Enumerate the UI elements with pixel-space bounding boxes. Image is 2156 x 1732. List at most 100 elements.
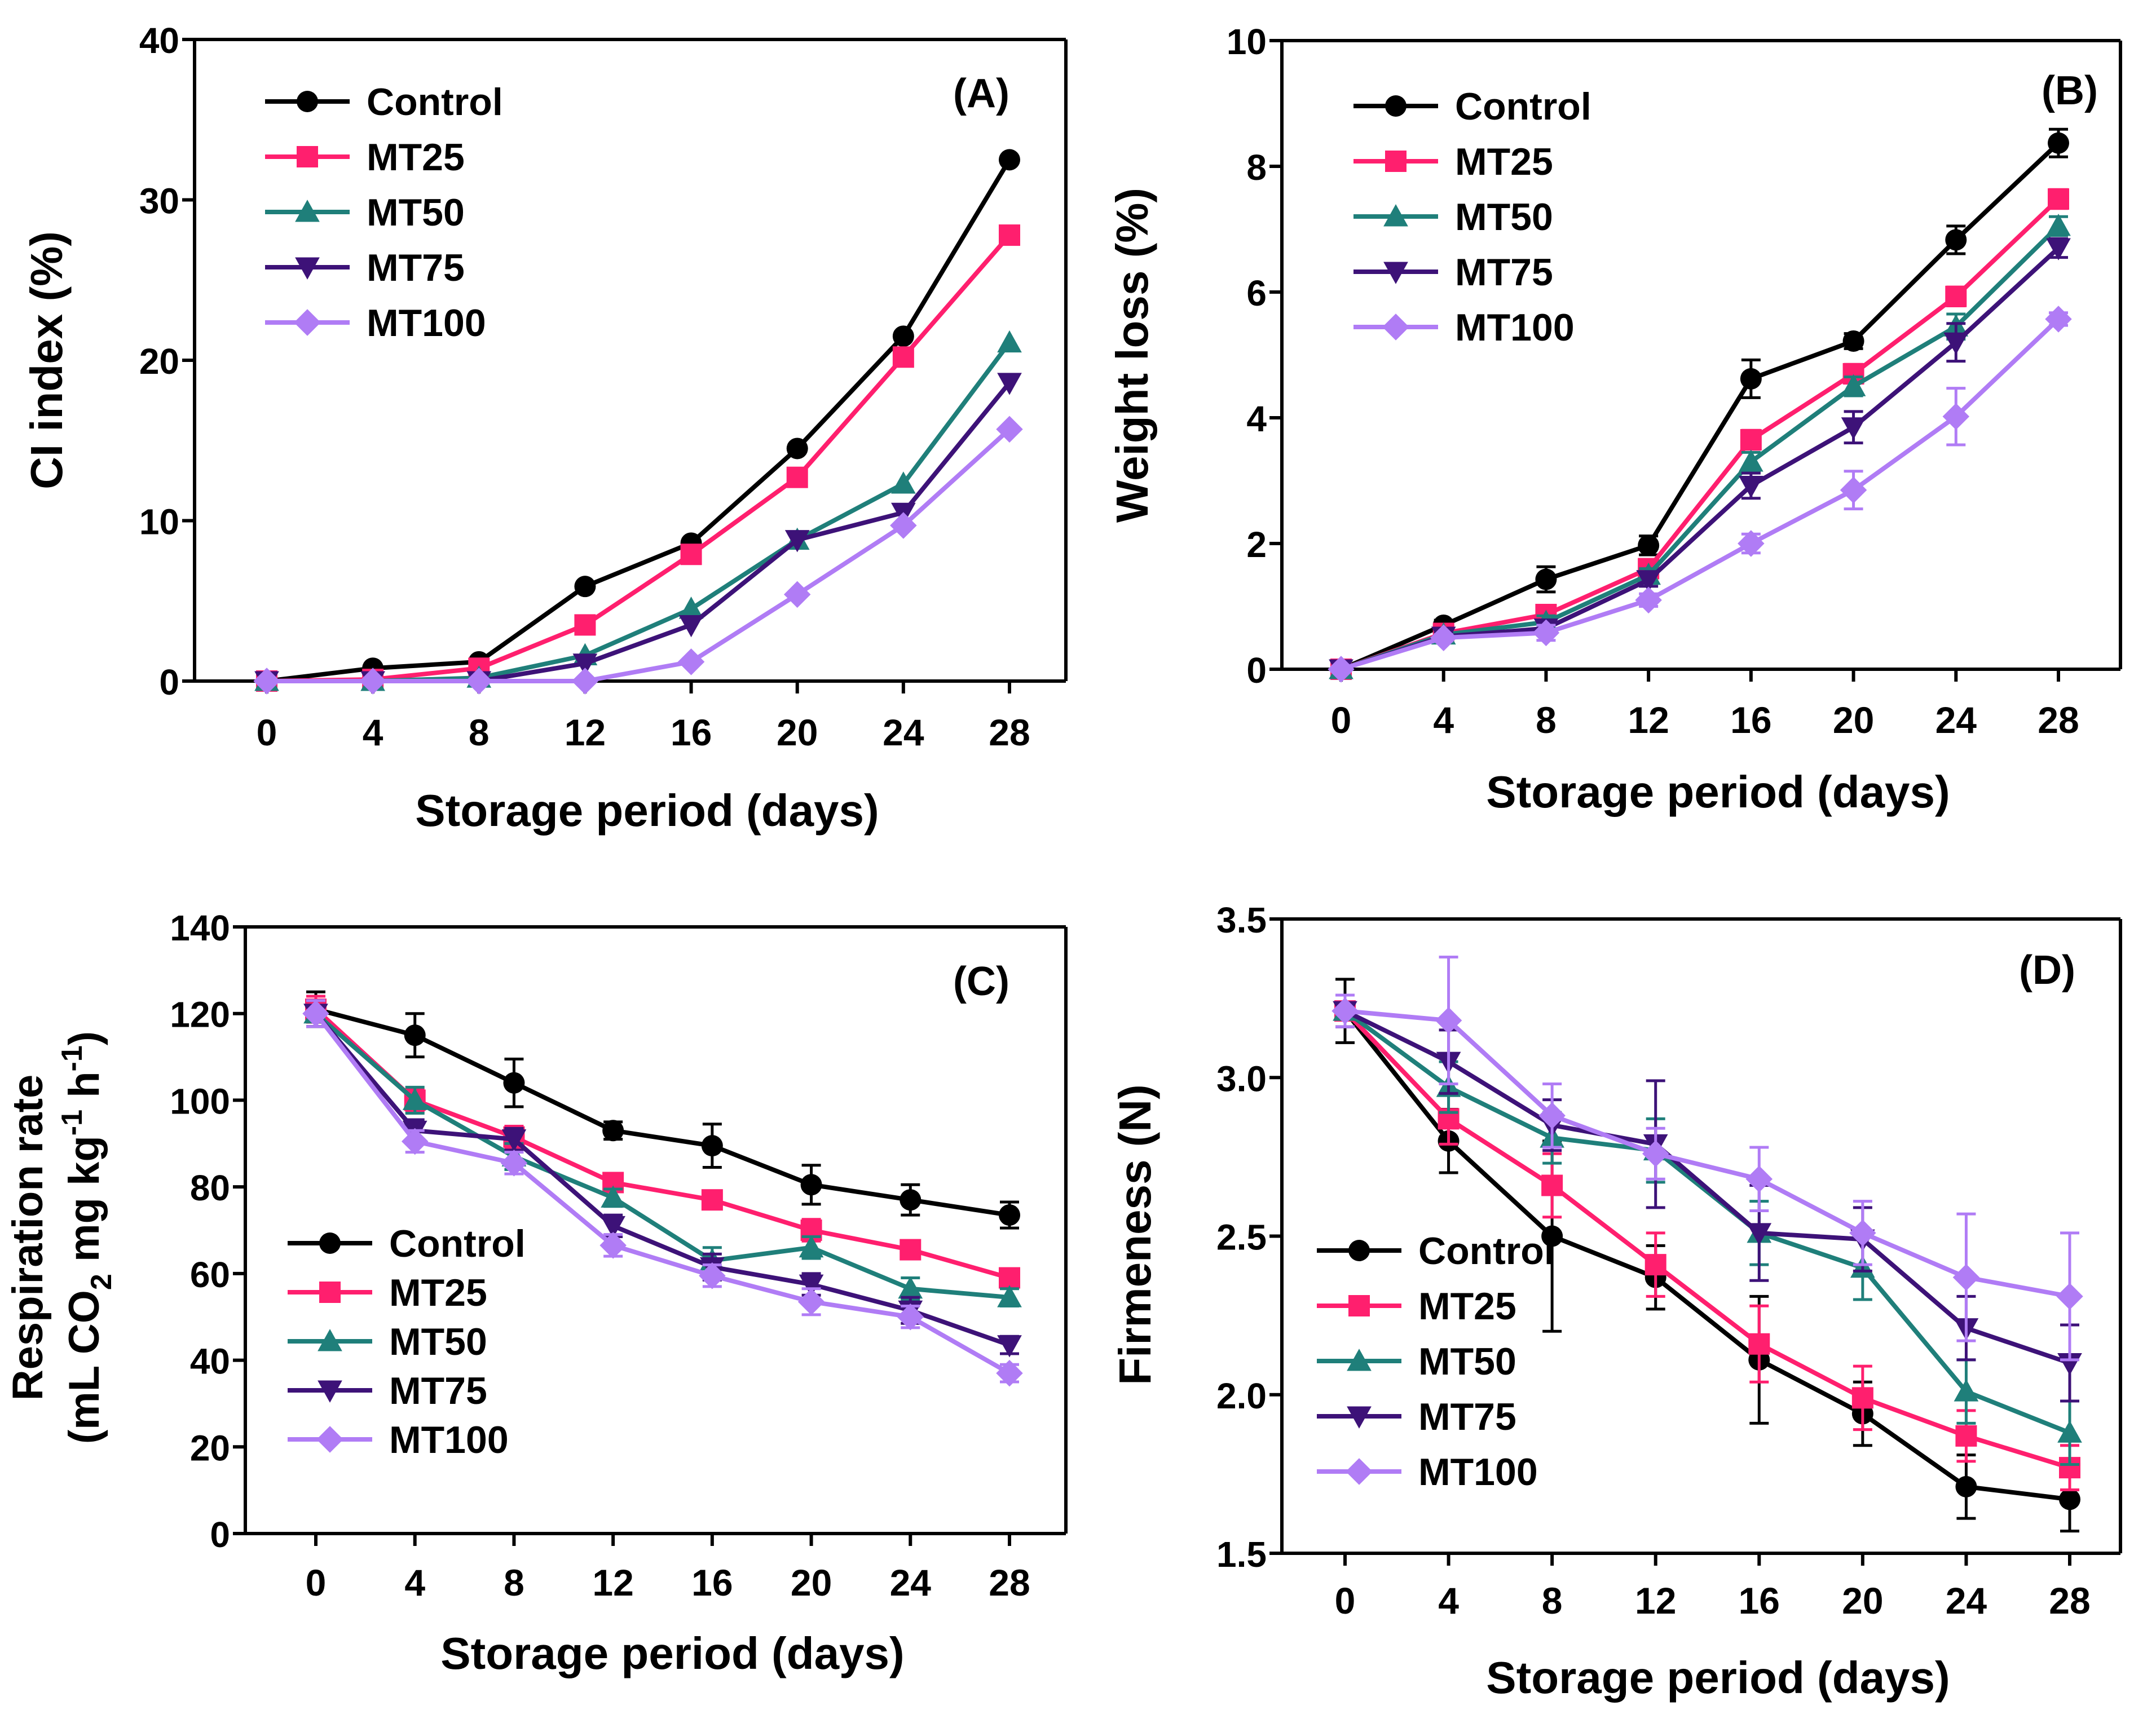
legend-marker <box>318 1329 342 1351</box>
legend-label: MT25 <box>1455 140 1553 183</box>
x-tick-label: 24 <box>1946 1580 1987 1621</box>
x-tick-label: 20 <box>791 1562 832 1603</box>
data-point-mt100 <box>1745 1165 1773 1192</box>
y-tick-label: 120 <box>170 995 230 1035</box>
chart-panel-4: 1.5 2.0 2.5 3.0 3.5 0 4 8 12 16 20 24 28 Storage peri… <box>1110 900 2122 1703</box>
data-point-mt100 <box>2045 306 2072 333</box>
x-axis-title: Storage period (days) <box>1486 1653 1950 1703</box>
legend-item-mt100: MT100 <box>288 1419 509 1461</box>
data-point-mt100 <box>1840 476 1867 503</box>
series-line-control <box>1340 141 2060 671</box>
x-tick-label: 16 <box>1739 1580 1780 1621</box>
series-line-mt100 <box>314 1012 1011 1376</box>
data-point-control <box>701 1135 723 1157</box>
data-point-control <box>2059 1488 2080 1510</box>
legend-item-mt25: MT25 <box>265 136 465 179</box>
data-point-mt25 <box>1541 1174 1563 1196</box>
data-point-mt25 <box>900 1239 922 1261</box>
legend-marker <box>1347 1406 1372 1429</box>
x-tick-label: 0 <box>257 712 277 753</box>
series-line-mt100 <box>1344 1009 2070 1299</box>
legend-label: MT50 <box>1455 196 1553 238</box>
legend-marker <box>319 1232 341 1254</box>
y-axis-title-part: -1 <box>56 1045 89 1071</box>
data-point-mt25 <box>701 1189 723 1211</box>
x-tick-label: 28 <box>2038 699 2079 741</box>
data-point-mt75 <box>1747 1223 1772 1245</box>
data-point-mt50 <box>1739 449 1763 472</box>
data-point-mt100 <box>1738 530 1765 557</box>
legend-item-control: Control <box>265 81 503 123</box>
series-line-mt50 <box>1343 1009 2071 1435</box>
legend-label: MT100 <box>1418 1451 1538 1494</box>
legend-label: MT50 <box>389 1320 487 1363</box>
series-line-mt100 <box>1340 317 2060 671</box>
legend-item-mt100: MT100 <box>265 302 486 344</box>
data-point-mt100 <box>1849 1220 1876 1247</box>
data-point-control <box>1535 568 1557 590</box>
series-line-mt25 <box>1343 1009 2071 1470</box>
data-point-mt100 <box>571 668 599 695</box>
data-point-mt100 <box>1331 997 1359 1024</box>
series-mt100 <box>302 999 1023 1387</box>
legend-item-mt50: MT50 <box>1353 196 1553 238</box>
data-point-mt25 <box>1748 1333 1770 1355</box>
data-point-mt100 <box>401 1128 429 1155</box>
series-mt100 <box>1331 956 2083 1362</box>
legend-label: Control <box>1455 85 1591 128</box>
data-point-mt100 <box>1538 1102 1566 1129</box>
legend-item-mt50: MT50 <box>265 191 465 234</box>
legend-item-mt75: MT75 <box>265 246 465 289</box>
x-tick-label: 8 <box>1542 1580 1563 1621</box>
series-line-mt25 <box>1340 197 2060 671</box>
data-point-mt25 <box>999 1267 1020 1289</box>
legend-marker <box>1385 151 1407 172</box>
data-point-mt75 <box>1636 570 1661 593</box>
chart-panel-3: 0 20 40 60 80 100 120 140 0 4 8 12 16 20 24 28 Storage p… <box>4 908 1068 1678</box>
series-line-mt75 <box>1344 1009 2071 1366</box>
data-point-mt75 <box>1841 417 1866 440</box>
legend-marker <box>295 200 320 222</box>
data-point-mt50 <box>997 330 1022 353</box>
x-tick-label: 24 <box>890 1562 932 1603</box>
legend-label: MT100 <box>367 302 486 344</box>
data-point-mt50 <box>997 1285 1022 1307</box>
panel-label: (D) <box>2019 948 2075 993</box>
data-point-control <box>2048 132 2069 154</box>
legend-item-mt25: MT25 <box>1317 1285 1516 1328</box>
y-axis-title-part: h <box>60 1071 108 1110</box>
legend-label: MT25 <box>389 1271 487 1314</box>
legend-label: MT75 <box>389 1369 487 1412</box>
data-point-mt100 <box>302 1000 329 1027</box>
x-tick-label: 4 <box>404 1562 425 1603</box>
data-point-mt100 <box>500 1150 528 1177</box>
legend-item-control: Control <box>288 1222 526 1265</box>
data-point-mt100 <box>1328 656 1355 683</box>
x-tick-label: 24 <box>1935 699 1977 741</box>
data-point-mt75 <box>1943 332 1969 355</box>
legend-label: MT100 <box>1455 306 1575 349</box>
y-axis-title-part: mg kg <box>60 1135 108 1274</box>
legend-item-mt100: MT100 <box>1353 306 1575 349</box>
data-point-mt100 <box>465 668 493 695</box>
panel-label: (B) <box>2042 68 2098 113</box>
legend-item-control: Control <box>1317 1230 1555 1273</box>
y-axis-title: Firmeness (N) <box>1110 1084 1160 1385</box>
data-point-mt25 <box>1740 429 1762 451</box>
y-tick-label: 2.0 <box>1216 1376 1267 1416</box>
data-point-mt100 <box>1532 619 1560 647</box>
series-line-control <box>315 1007 1010 1218</box>
y-axis-title-part: -1 <box>56 1110 89 1135</box>
legend-marker <box>295 257 320 280</box>
data-point-control <box>602 1120 624 1142</box>
y-tick-label: 0 <box>159 662 179 702</box>
data-point-control <box>1842 330 1864 352</box>
legend-label: MT50 <box>367 191 465 234</box>
series-line-control <box>266 158 1012 683</box>
data-point-mt100 <box>783 581 811 608</box>
y-tick-label: 20 <box>139 341 179 382</box>
data-point-mt50 <box>678 597 704 619</box>
y-axis-title-part: ) <box>60 1031 108 1045</box>
legend-marker <box>1348 1295 1370 1316</box>
legend-marker <box>1347 1349 1372 1371</box>
